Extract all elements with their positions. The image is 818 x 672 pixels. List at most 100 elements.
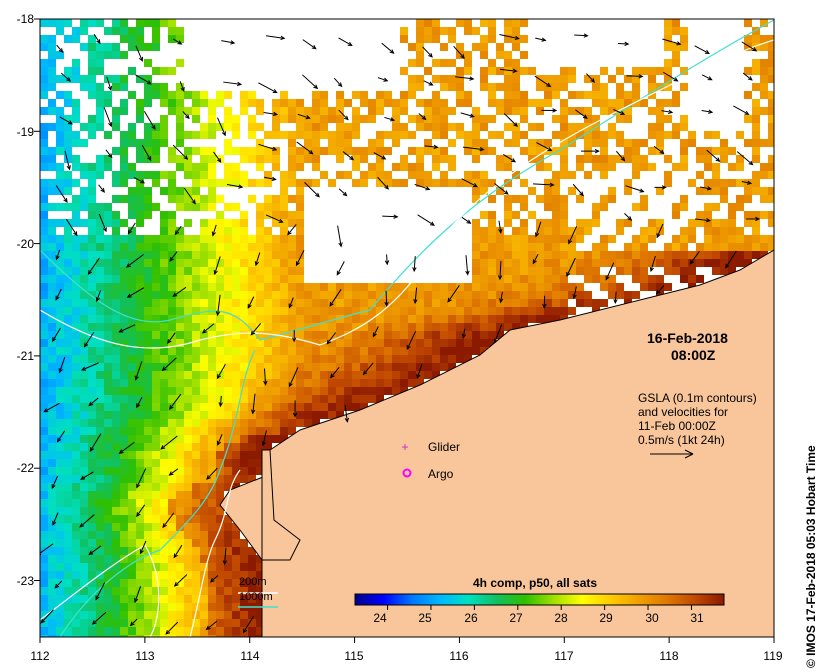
sst-cell [400,323,408,331]
sst-cell [640,267,648,275]
sst-cell [112,435,120,443]
sst-cell [432,331,440,339]
sst-cell [296,107,304,115]
sst-cell [752,83,760,91]
sst-cell [280,315,288,323]
sst-cell [232,371,240,379]
sst-cell [376,315,384,323]
velocity-arrow [295,250,305,267]
sst-cell [176,155,184,163]
sst-cell [504,211,512,219]
sst-cell [152,27,160,35]
sst-cell [224,571,232,579]
legend-200m-label: 200m [239,576,267,588]
velocity-arrow [250,322,262,336]
sst-cell [296,323,304,331]
sst-cell [712,267,720,275]
sst-cell [208,363,216,371]
sst-cell [448,123,456,131]
sst-cell [424,123,432,131]
sst-cell [488,179,496,187]
sst-cell [40,579,48,587]
sst-cell [72,603,80,611]
sst-cell [48,499,56,507]
sst-cell [648,147,656,155]
sst-cell [280,299,288,307]
sst-cell [504,243,512,251]
sst-cell [608,187,616,195]
colorbar-tick-label: 31 [690,611,704,625]
sst-cell [272,123,280,131]
sst-cell [192,467,200,475]
sst-cell [184,419,192,427]
sst-cell [632,251,640,259]
sst-cell [72,355,80,363]
velocity-arrow [615,150,626,162]
sst-cell [216,459,224,467]
sst-cell [656,99,664,107]
sst-cell [184,403,192,411]
sst-cell [120,179,128,187]
sst-cell [696,275,704,283]
sst-cell [112,251,120,259]
sst-cell [224,219,232,227]
sst-cell [480,171,488,179]
sst-cell [248,347,256,355]
sst-cell [560,155,568,163]
sst-cell [200,163,208,171]
sst-cell [160,411,168,419]
sst-cell [344,347,352,355]
sst-cell [360,99,368,107]
sst-cell [88,19,96,27]
sst-cell [120,107,128,115]
sst-cell [288,331,296,339]
sst-cell [224,603,232,611]
sst-cell [144,555,152,563]
sst-cell [272,211,280,219]
sst-cell [56,443,64,451]
sst-cell [112,515,120,523]
sst-cell [120,531,128,539]
sst-cell [744,219,752,227]
sst-cell [368,99,376,107]
sst-cell [184,531,192,539]
sst-cell [328,107,336,115]
sst-cell [120,475,128,483]
sst-cell [744,251,752,259]
sst-cell [48,619,56,627]
lat-tick-label: -20 [16,237,34,251]
sst-cell [168,99,176,107]
sst-cell [336,371,344,379]
sst-cell [128,203,136,211]
sst-cell [680,147,688,155]
sst-cell [680,163,688,171]
sst-cell [176,123,184,131]
sst-cell [584,219,592,227]
velocity-arrow [461,328,467,339]
sst-cell [496,323,504,331]
sst-cell [192,363,200,371]
sst-cell [208,507,216,515]
velocity-arrow [221,40,236,45]
sst-cell [632,275,640,283]
sst-cell [72,595,80,603]
sst-cell [768,107,774,115]
sst-cell [384,147,392,155]
sst-cell [72,235,80,243]
sst-cell [40,387,48,395]
sst-cell [504,75,512,83]
sst-cell [40,123,48,131]
velocity-arrow [64,150,71,171]
sst-cell [480,67,488,75]
sst-cell [672,235,680,243]
sst-cell [40,347,48,355]
sst-cell [128,43,136,51]
sst-cell [40,299,48,307]
sst-cell [200,467,208,475]
sst-cell [544,83,552,91]
sst-cell [328,363,336,371]
sst-cell [56,179,64,187]
sst-cell [232,291,240,299]
sst-cell [768,235,774,243]
sst-cell [160,419,168,427]
